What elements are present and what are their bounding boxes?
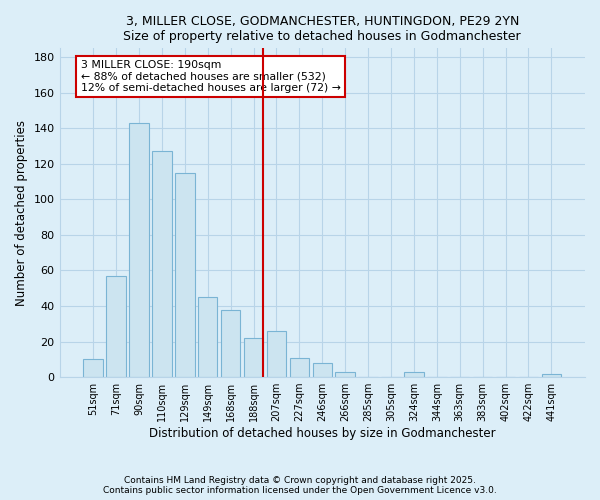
X-axis label: Distribution of detached houses by size in Godmanchester: Distribution of detached houses by size … (149, 427, 496, 440)
Title: 3, MILLER CLOSE, GODMANCHESTER, HUNTINGDON, PE29 2YN
Size of property relative t: 3, MILLER CLOSE, GODMANCHESTER, HUNTINGD… (124, 15, 521, 43)
Bar (106, 276, 126, 377)
Bar (267, 331, 286, 377)
Bar (290, 358, 309, 377)
Bar (221, 310, 241, 377)
Bar (83, 360, 103, 377)
Bar (335, 372, 355, 377)
Bar (198, 297, 217, 377)
Bar (244, 338, 263, 377)
Text: 3 MILLER CLOSE: 190sqm
← 88% of detached houses are smaller (532)
12% of semi-de: 3 MILLER CLOSE: 190sqm ← 88% of detached… (80, 60, 340, 93)
Bar (542, 374, 561, 377)
Bar (129, 123, 149, 377)
Y-axis label: Number of detached properties: Number of detached properties (15, 120, 28, 306)
Bar (313, 363, 332, 377)
Bar (152, 152, 172, 377)
Text: Contains HM Land Registry data © Crown copyright and database right 2025.
Contai: Contains HM Land Registry data © Crown c… (103, 476, 497, 495)
Bar (404, 372, 424, 377)
Bar (175, 172, 194, 377)
